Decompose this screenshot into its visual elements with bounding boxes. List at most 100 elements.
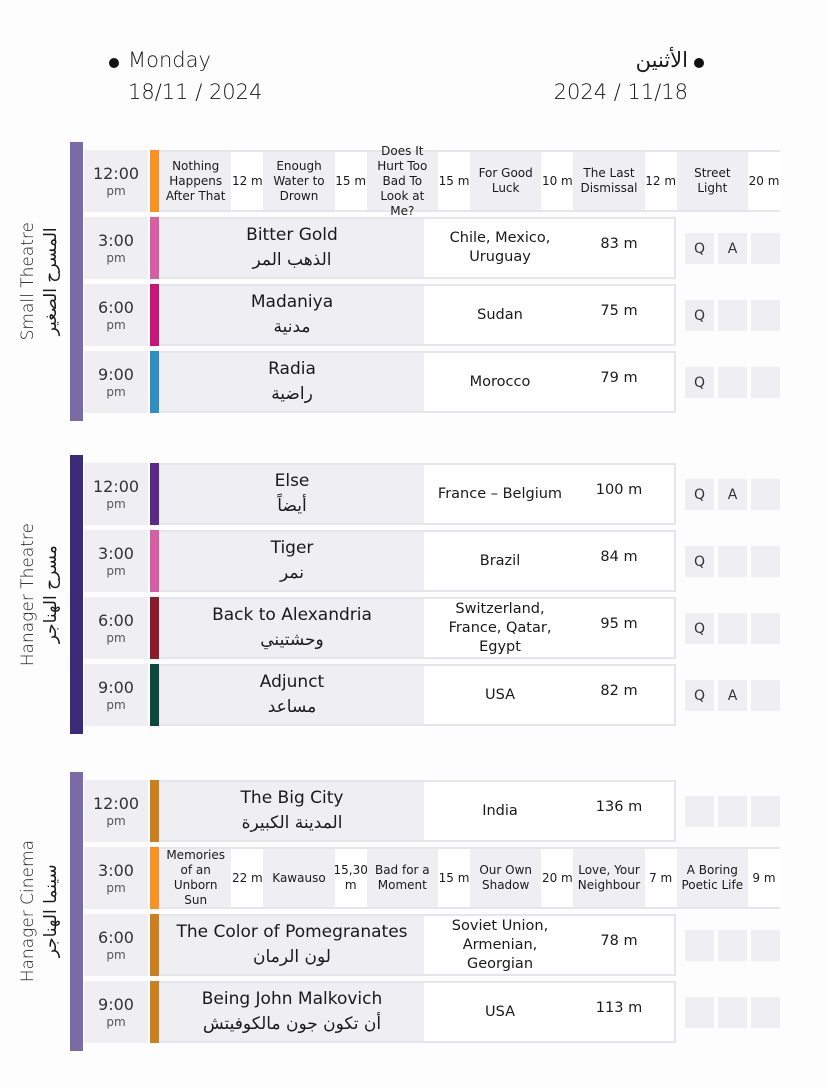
badge-box — [751, 613, 780, 644]
venue-label-text: Small Theatre المسرح الصغير — [17, 222, 63, 340]
time-cell: 9:00 pm — [84, 351, 148, 413]
color-strip — [150, 780, 159, 842]
title-cell: Radia راضية — [160, 353, 424, 411]
duration: 113 m — [595, 1000, 643, 1016]
short-duration: 15 m — [438, 152, 470, 210]
badge-box: Q — [685, 233, 714, 264]
time-cell: 3:00 pm — [84, 530, 148, 592]
badge-box — [751, 367, 780, 398]
short-duration: 10 m — [541, 152, 574, 210]
title-en: Tiger — [270, 538, 314, 558]
venue-bar — [70, 455, 83, 734]
short-duration: 12 m — [644, 152, 677, 210]
period: pm — [106, 880, 126, 895]
title-cell: Adjunct مساعد — [160, 666, 424, 724]
venue-name-en: Small Theatre — [18, 222, 38, 341]
short-title: The Last Dismissal — [573, 152, 645, 210]
country: Sudan — [477, 306, 523, 323]
color-strip — [150, 150, 159, 212]
title-en: Else — [274, 471, 310, 491]
period: pm — [106, 183, 126, 198]
title-cell: The Color of Pomegranates لون الرمان — [160, 916, 424, 974]
title-en: Radia — [268, 359, 316, 379]
title-cell: Bitter Gold الذهب المر — [160, 219, 424, 277]
country: Soviet Union, Armenian, Georgian — [451, 917, 549, 972]
period: pm — [106, 630, 126, 645]
title-ar: راضية — [271, 384, 313, 404]
short-title: Street Light — [676, 152, 748, 210]
short-title: Memories of an Unborn Sun — [160, 848, 232, 907]
title-ar: وحشتيني — [260, 630, 324, 650]
period: pm — [106, 384, 126, 399]
time-cell: 9:00 pm — [84, 664, 148, 726]
title-ar: الذهب المر — [252, 250, 332, 270]
badge-box — [718, 367, 747, 398]
bullet — [109, 58, 119, 68]
badge-box: A — [718, 233, 747, 264]
short-duration: 22 m — [231, 849, 264, 907]
time-cell: 6:00 pm — [84, 284, 148, 346]
color-strip — [150, 597, 159, 659]
title-en: The Color of Pomegranates — [176, 922, 408, 942]
country: Morocco — [469, 373, 531, 390]
title-ar: أيضاً — [277, 496, 307, 516]
color-strip — [150, 351, 159, 413]
color-strip — [150, 664, 159, 726]
venue-bar — [70, 772, 83, 1051]
time: 9:00 — [98, 994, 134, 1014]
country: USA — [484, 1003, 515, 1020]
short-duration: 20 m — [541, 849, 574, 907]
time-cell: 12:00 pm — [84, 463, 148, 525]
time: 12:00 — [92, 163, 140, 183]
day-ar: الأثنين — [635, 48, 688, 72]
time: 3:00 — [98, 543, 134, 563]
day-en: Monday — [128, 48, 211, 72]
badge-box — [751, 546, 780, 577]
badge-box: Q — [685, 546, 714, 577]
time: 6:00 — [98, 610, 134, 630]
badge-box — [718, 546, 747, 577]
venue-name-ar: المسرح الصغير — [41, 227, 61, 336]
badge-box — [751, 680, 780, 711]
duration: 78 m — [600, 933, 638, 949]
time: 6:00 — [98, 297, 134, 317]
badge-box — [718, 613, 747, 644]
title-en: Being John Malkovich — [201, 989, 383, 1009]
badge-box — [751, 233, 780, 264]
color-strip — [150, 847, 159, 909]
bullet — [694, 58, 704, 68]
time-cell: 3:00 pm — [84, 217, 148, 279]
title-en: Back to Alexandria — [212, 605, 372, 625]
badge-box: Q — [685, 680, 714, 711]
venue-label-text: Hanager Cinema سينما الهناجر — [17, 840, 63, 982]
badge-box — [751, 997, 780, 1028]
period: pm — [106, 496, 126, 511]
badge-box: Q — [685, 613, 714, 644]
time: 12:00 — [92, 476, 140, 496]
venue-name-ar: سينما الهناجر — [41, 865, 61, 958]
short-duration: 12 m — [231, 152, 264, 210]
badge-box — [751, 479, 780, 510]
venue-name-en: Hanager Theatre — [18, 522, 38, 667]
short-title: Kawauso — [263, 849, 335, 907]
venue-name-ar: مسرح الهناجر — [41, 545, 61, 644]
short-title: A Boring Poetic Life — [676, 849, 748, 907]
duration: 100 m — [595, 482, 643, 498]
venue-label: Small Theatre المسرح الصغير — [10, 142, 70, 421]
time: 12:00 — [92, 793, 140, 813]
time: 3:00 — [98, 230, 134, 250]
title-en: Madaniya — [250, 292, 334, 312]
venue-label: Hanager Theatre مسرح الهناجر — [10, 455, 70, 734]
short-duration: 20 m — [748, 152, 780, 210]
period: pm — [106, 1014, 126, 1029]
title-ar: نمر — [280, 563, 304, 583]
title-cell: Madaniya مدنية — [160, 286, 424, 344]
badge-box: A — [718, 479, 747, 510]
period: pm — [106, 317, 126, 332]
time-cell: 6:00 pm — [84, 597, 148, 659]
title-cell: The Big City المدينة الكبيرة — [160, 782, 424, 840]
badge-box — [718, 796, 747, 827]
title-ar: أن تكون جون مالكوفيتش — [202, 1014, 382, 1034]
period: pm — [106, 697, 126, 712]
short-duration: 9 m — [748, 849, 780, 907]
